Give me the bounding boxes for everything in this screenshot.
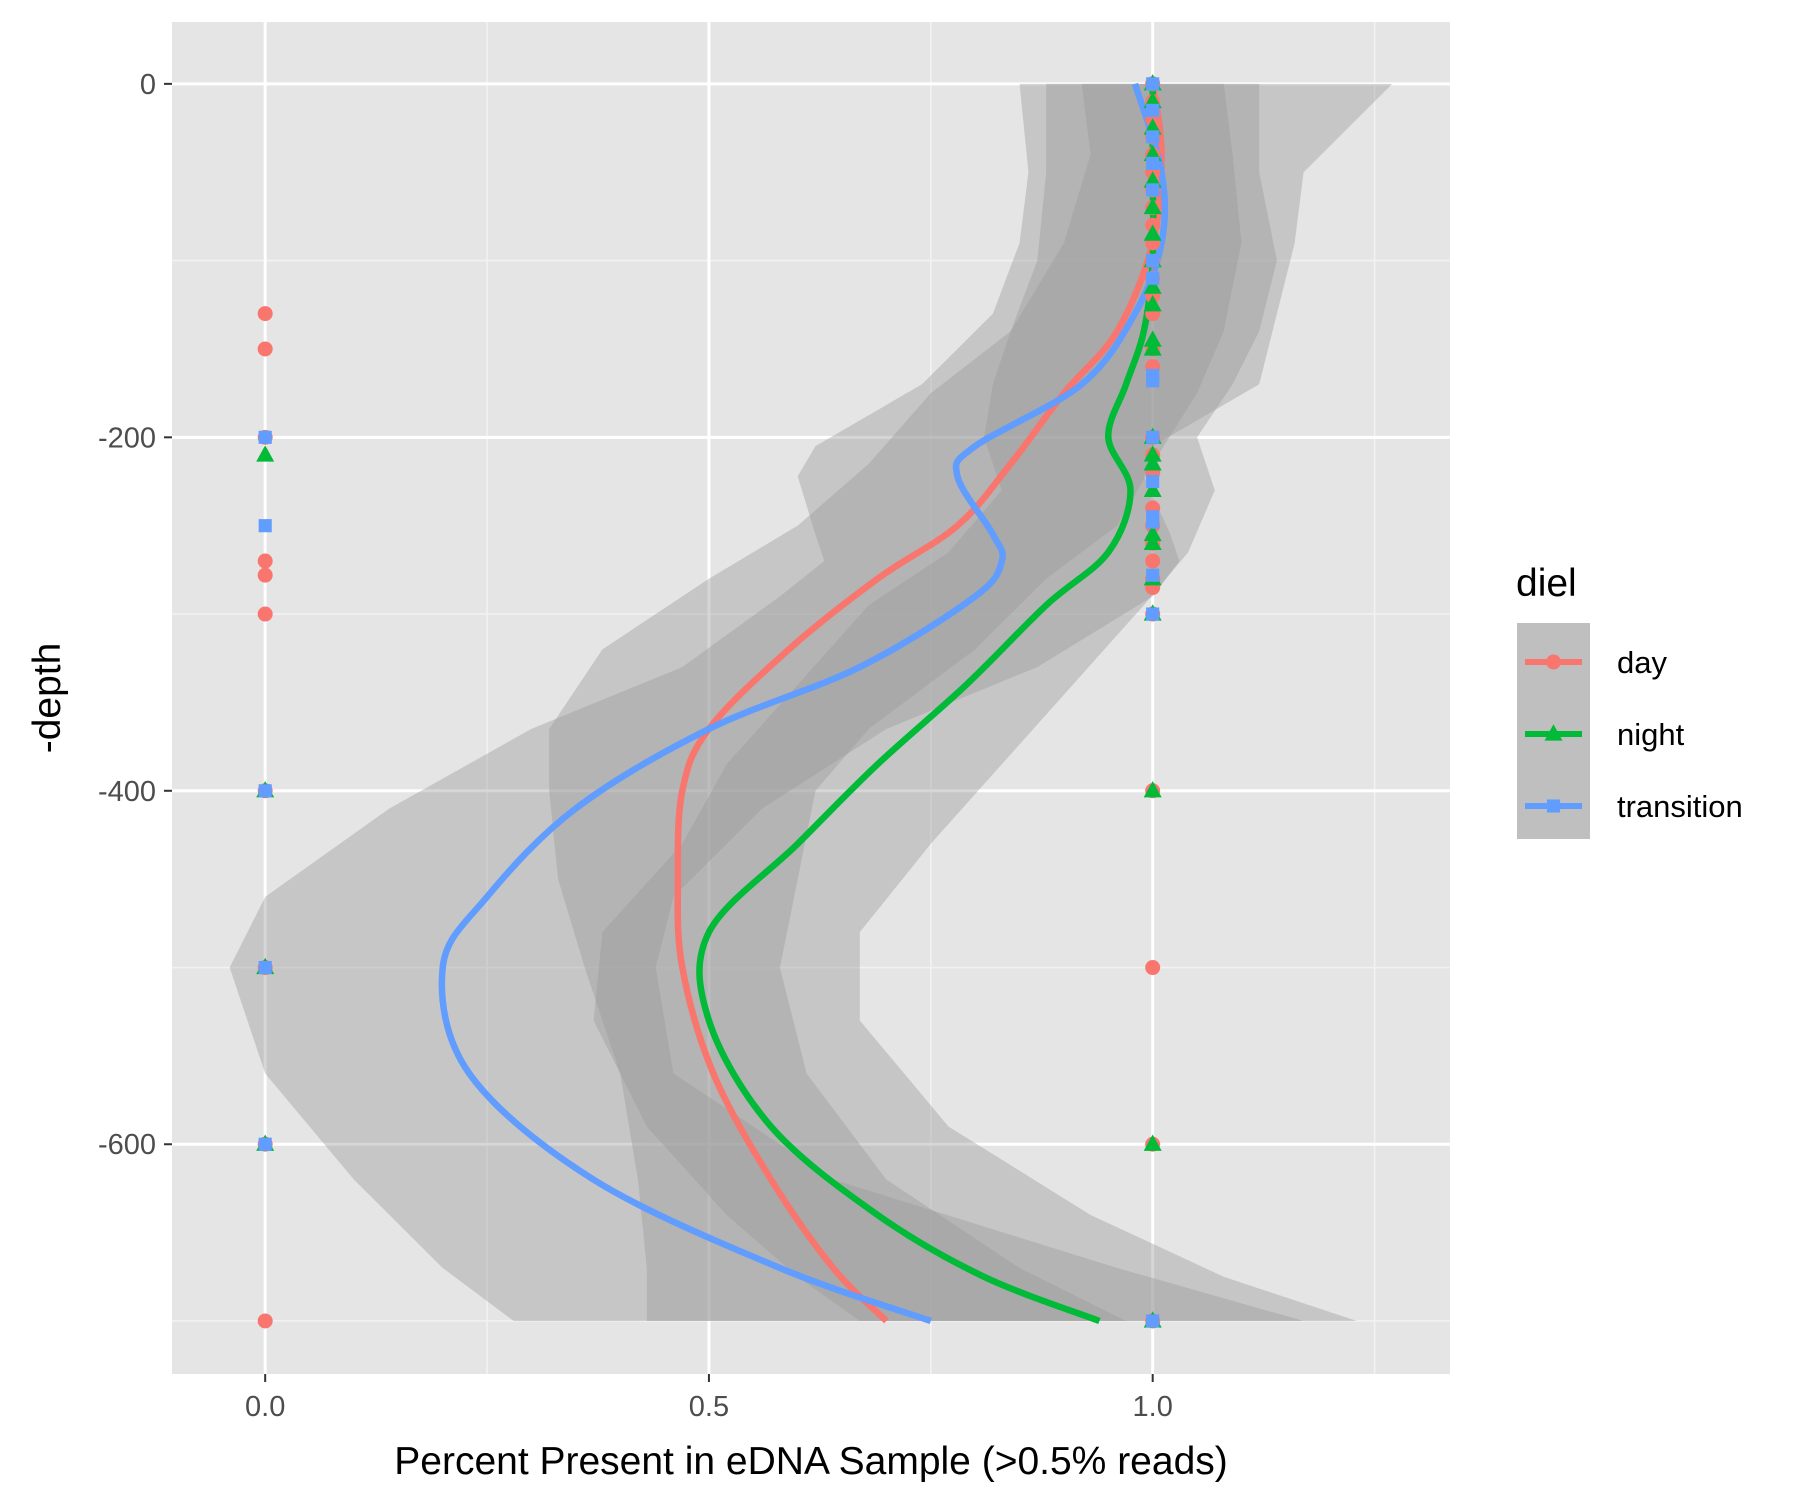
point-transition	[1146, 103, 1160, 117]
point-transition	[1146, 1314, 1160, 1328]
point-night	[1143, 480, 1162, 497]
point-night	[1143, 295, 1162, 312]
legend-label-night: night	[1617, 717, 1685, 752]
legend-title: diel	[1516, 562, 1577, 605]
y-axis-title: -depth	[26, 643, 69, 754]
point-transition	[1146, 130, 1160, 144]
x-axis-ticks: 0.0 0.5 1.0	[245, 1374, 1173, 1423]
legend-marker-transition	[1546, 799, 1561, 813]
point-night	[1143, 454, 1162, 471]
point-transition	[1146, 77, 1160, 91]
point-night	[1143, 445, 1162, 462]
smooth-lines	[438, 82, 1169, 1325]
point-day	[257, 341, 273, 357]
point-day	[257, 306, 273, 322]
point-transition	[258, 430, 272, 444]
smooth-line-night	[696, 83, 1157, 1325]
legend: diel day night transition	[1516, 562, 1743, 839]
x-tick-label: 0.5	[689, 1391, 729, 1423]
point-transition	[1146, 271, 1160, 285]
point-transition	[1146, 156, 1160, 170]
point-transition	[258, 784, 272, 798]
point-day	[1145, 960, 1161, 976]
point-transition	[1146, 515, 1160, 529]
point-night	[1143, 1134, 1162, 1151]
smooth-line-day	[674, 83, 1165, 1324]
point-transition	[1146, 430, 1160, 444]
point-day	[257, 553, 273, 569]
point-day	[1145, 553, 1161, 569]
x-axis-title: Percent Present in eDNA Sample (>0.5% re…	[394, 1440, 1228, 1483]
point-night	[1143, 781, 1162, 798]
y-axis-ticks: 0 -200 -400 -600	[98, 69, 172, 1161]
legend-label-day: day	[1617, 645, 1667, 680]
point-day	[257, 1313, 273, 1329]
point-transition	[1146, 607, 1160, 621]
smooth-line-transition	[438, 82, 1169, 1325]
point-night	[1143, 277, 1162, 294]
y-tick-label: 0	[140, 69, 156, 101]
point-night	[1143, 330, 1162, 347]
point-transition	[258, 519, 272, 533]
point-day	[257, 606, 273, 622]
point-transition	[1146, 474, 1160, 489]
point-day	[257, 567, 273, 583]
y-tick-label: -200	[98, 422, 156, 454]
point-night	[256, 445, 275, 462]
point-transition	[1146, 374, 1160, 388]
point-transition	[1146, 183, 1160, 197]
panel-background	[172, 22, 1450, 1374]
y-tick-label: -600	[98, 1129, 156, 1161]
point-night	[1143, 533, 1162, 550]
point-night	[1143, 197, 1162, 215]
y-tick-label: -400	[98, 776, 156, 808]
point-night	[1143, 224, 1162, 241]
point-night	[1143, 524, 1162, 542]
ribbon-night	[593, 83, 1357, 1321]
point-transition	[1146, 568, 1160, 582]
ribbon-transition	[229, 83, 1393, 1321]
point-transition	[1146, 254, 1160, 268]
point-transition	[258, 1137, 272, 1151]
x-tick-label: 1.0	[1133, 1391, 1173, 1423]
point-night	[1143, 339, 1162, 356]
legend-marker-night	[1544, 724, 1563, 741]
grid-minor	[172, 22, 1450, 1374]
legend-label-transition: transition	[1617, 789, 1743, 824]
data-points	[256, 74, 1162, 1329]
point-transition	[258, 960, 272, 975]
x-tick-label: 0.0	[245, 1391, 285, 1423]
legend-marker-day	[1546, 654, 1561, 670]
